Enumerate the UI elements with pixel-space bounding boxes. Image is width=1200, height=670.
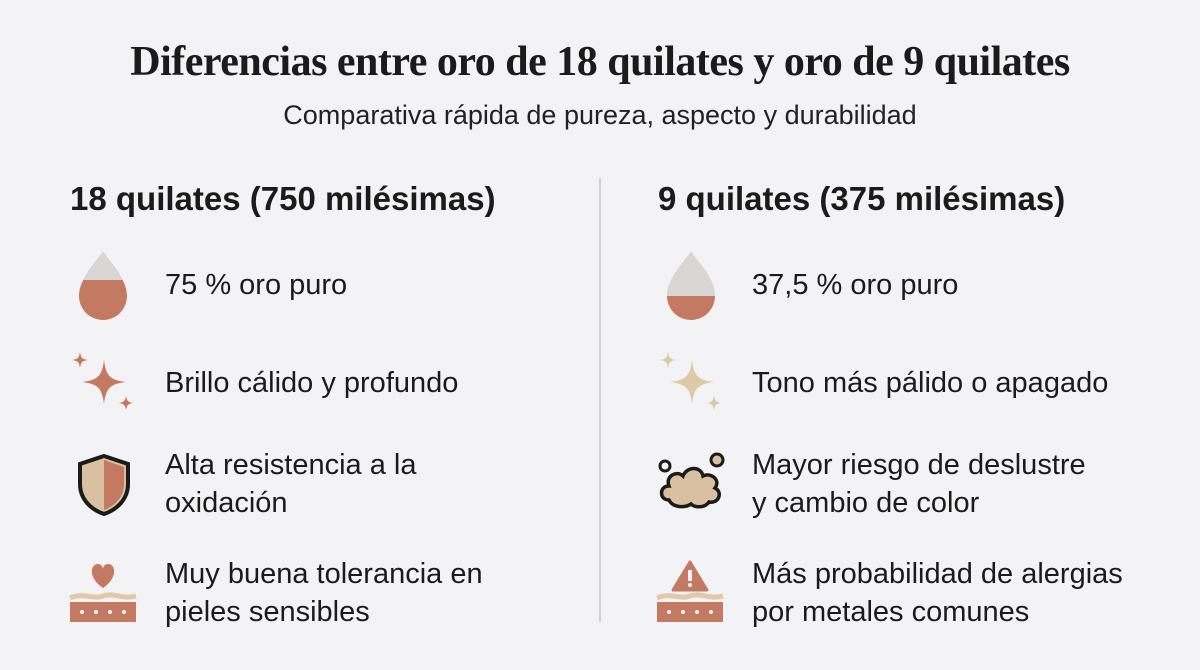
column-heading: 18 quilates (750 milésimas): [70, 180, 496, 217]
item-text: Más probabilidad de alergias: [752, 558, 1123, 590]
item-text: oxidación: [165, 487, 288, 519]
item: Brillo cálido y profundo: [165, 364, 458, 402]
divider: [599, 178, 601, 622]
item-text: pieles sensibles: [165, 596, 370, 628]
item: Alta resistencia a la oxidación: [165, 446, 416, 522]
item: Mayor riesgo de deslustre y cambio de col…: [752, 446, 1086, 522]
item-text: por metales comunes: [752, 596, 1030, 628]
title: Diferencias entre oro de 18 quilates y o…: [130, 39, 1070, 85]
item-text: Muy buena tolerancia en: [165, 558, 483, 590]
item: 75 % oro puro: [165, 266, 347, 304]
item: 37,5 % oro puro: [752, 266, 958, 304]
item: Más probabilidad de alergias por metales …: [752, 555, 1123, 631]
item-text: 75 % oro puro: [165, 269, 348, 301]
item-text: 37,5 % oro puro: [752, 269, 959, 301]
item-text: y cambio de color: [752, 487, 980, 519]
subtitle: Comparativa rápida de pureza, aspecto y …: [283, 100, 917, 130]
item-text: Brillo cálido y profundo: [165, 367, 459, 399]
sparkle-icon: [660, 352, 721, 410]
skin-heart-icon: [68, 564, 137, 622]
drop-icon: [79, 252, 127, 320]
tarnish-icon: [658, 452, 725, 509]
item-text: Tono más pálido o apagado: [752, 367, 1109, 399]
shield-icon: [78, 453, 130, 517]
column-heading: 9 quilates (375 milésimas): [658, 180, 1066, 217]
drop-icon: [667, 252, 715, 320]
skin-warning-icon: [655, 560, 724, 622]
item-text: Mayor riesgo de deslustre: [752, 449, 1086, 481]
sparkle-icon: [72, 352, 133, 410]
item: Muy buena tolerancia en pieles sensibles: [165, 555, 483, 631]
item: Tono más pálido o apagado: [752, 364, 1108, 402]
item-text: Alta resistencia a la: [165, 449, 417, 481]
